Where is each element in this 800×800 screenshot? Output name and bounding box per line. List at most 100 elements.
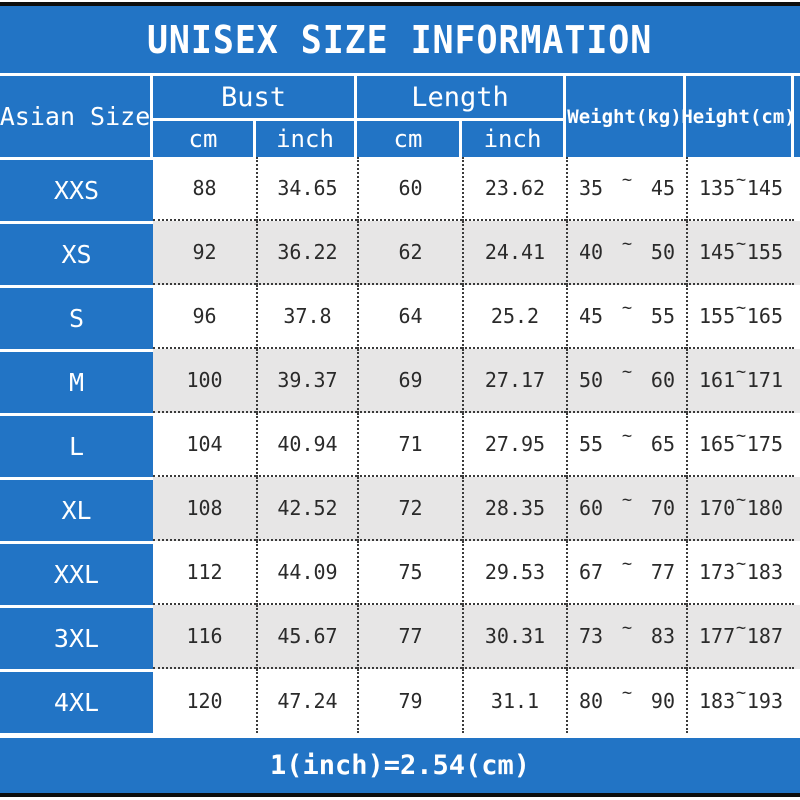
bust-inch-value: 36.22 [256,221,357,285]
length-cm-value: 75 [357,541,462,605]
bust-cm-value: 92 [153,221,256,285]
row-edge-filler [794,541,800,605]
tilde-icon: ~ [621,426,633,446]
table-row-xxl: XXL 112 44.09 75 29.53 67 ~ 77 173 ~ 183 [0,541,800,605]
length-inch-value: 30.31 [462,605,566,669]
page-title: UNISEX SIZE INFORMATION [147,17,653,62]
weight-range: 55 ~ 65 [566,413,686,477]
weight-min: 55 [579,432,604,456]
weight-range: 80 ~ 90 [566,669,686,733]
bust-cm-value: 116 [153,605,256,669]
weight-max: 83 [650,624,675,648]
footer-gap [0,733,800,738]
length-cm-value: 62 [357,221,462,285]
bust-inch-value: 42.52 [256,477,357,541]
bust-inch-value: 44.09 [256,541,357,605]
size-label: XXL [0,541,153,605]
row-edge-filler [794,221,800,285]
height-range: 155 ~ 165 [686,285,794,349]
header-height: Height(cm) [681,76,796,157]
length-inch-value: 28.35 [462,477,566,541]
tilde-icon: ~ [735,298,747,318]
weight-min: 73 [579,624,604,648]
weight-min: 35 [579,176,604,200]
length-cm-value: 64 [357,285,462,349]
weight-max: 50 [650,240,675,264]
header-length-cm: cm [357,121,462,157]
size-label: L [0,413,153,477]
table-row-xs: XS 92 36.22 62 24.41 40 ~ 50 145 ~ 155 [0,221,800,285]
header-length-group: Length [357,76,566,121]
table-row-xxs: XXS 88 34.65 60 23.62 35 ~ 45 135 ~ 145 [0,157,800,221]
size-label: 3XL [0,605,153,669]
row-edge-filler [794,669,800,733]
header-length-inch: inch [462,121,566,157]
bottom-border [0,793,800,797]
size-label: 4XL [0,669,153,733]
height-max: 187 [746,624,783,648]
header-asian-size: Asian Size [0,76,153,157]
height-min: 170 [699,496,736,520]
length-cm-value: 69 [357,349,462,413]
weight-min: 67 [579,560,604,584]
weight-min: 40 [579,240,604,264]
bust-cm-value: 96 [153,285,256,349]
header-weight: Weight(kg) [566,76,686,157]
table-row-3xl: 3XL 116 45.67 77 30.31 73 ~ 83 177 ~ 187 [0,605,800,669]
height-range: 145 ~ 155 [686,221,794,285]
height-max: 193 [746,689,783,713]
height-max: 180 [746,496,783,520]
height-range: 177 ~ 187 [686,605,794,669]
row-edge-filler [794,413,800,477]
table-row-m: M 100 39.37 69 27.17 50 ~ 60 161 ~ 171 [0,349,800,413]
height-min: 183 [699,689,736,713]
length-cm-value: 79 [357,669,462,733]
weight-range: 73 ~ 83 [566,605,686,669]
header-edge-filler [794,76,800,157]
size-label: S [0,285,153,349]
height-range: 170 ~ 180 [686,477,794,541]
size-label: M [0,349,153,413]
weight-max: 90 [650,689,675,713]
bust-cm-value: 100 [153,349,256,413]
height-range: 183 ~ 193 [686,669,794,733]
height-range: 165 ~ 175 [686,413,794,477]
footer-band: 1(inch)=2.54(cm) [0,738,800,793]
length-cm-value: 71 [357,413,462,477]
conversion-note: 1(inch)=2.54(cm) [269,750,531,781]
height-min: 177 [699,624,736,648]
bust-inch-value: 39.37 [256,349,357,413]
tilde-icon: ~ [735,683,747,703]
height-min: 161 [699,368,736,392]
bust-cm-value: 108 [153,477,256,541]
tilde-icon: ~ [621,170,633,190]
bust-cm-value: 88 [153,157,256,221]
top-edge [0,0,800,2]
height-min: 135 [699,176,736,200]
tilde-icon: ~ [621,490,633,510]
length-inch-value: 25.2 [462,285,566,349]
tilde-icon: ~ [735,234,747,254]
bust-cm-value: 104 [153,413,256,477]
tilde-icon: ~ [735,170,747,190]
title-band: UNISEX SIZE INFORMATION [0,6,800,76]
length-inch-value: 31.1 [462,669,566,733]
length-inch-value: 27.17 [462,349,566,413]
weight-max: 45 [650,176,675,200]
length-inch-value: 29.53 [462,541,566,605]
weight-min: 60 [579,496,604,520]
tilde-icon: ~ [621,618,633,638]
height-max: 171 [746,368,783,392]
header-bust-inch: inch [256,121,357,157]
tilde-icon: ~ [621,234,633,254]
bust-inch-value: 47.24 [256,669,357,733]
weight-range: 35 ~ 45 [566,157,686,221]
bust-inch-value: 40.94 [256,413,357,477]
height-range: 173 ~ 183 [686,541,794,605]
length-cm-value: 77 [357,605,462,669]
length-inch-value: 23.62 [462,157,566,221]
height-max: 175 [746,432,783,456]
tilde-icon: ~ [621,683,633,703]
size-label: XS [0,221,153,285]
